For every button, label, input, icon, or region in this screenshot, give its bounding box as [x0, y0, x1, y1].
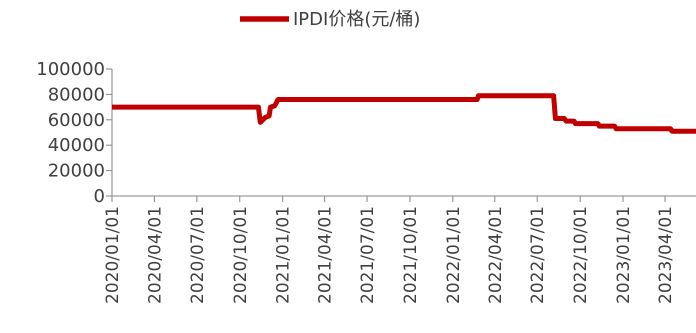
x-tick-label: 2020/10/01 — [231, 206, 251, 304]
x-tick-label: 2022/04/01 — [486, 206, 506, 304]
x-tick-label: 2021/10/01 — [401, 206, 421, 304]
x-tick-label: 2021/04/01 — [316, 206, 336, 304]
y-tick-label: 0 — [94, 186, 105, 207]
legend: IPDI价格(元/桶) — [240, 9, 420, 30]
series-line-ipdi-price — [112, 93, 696, 134]
x-tick-label: 2021/01/01 — [274, 206, 294, 304]
y-axis: 0 20000 40000 60000 80000 100000 — [36, 59, 113, 207]
plot-area — [112, 93, 696, 134]
y-tick-label: 40000 — [48, 135, 105, 156]
x-tick-label: 2023/04/01 — [656, 206, 676, 304]
x-tick-label: 2021/07/01 — [358, 206, 378, 304]
x-tick-label: 2022/07/01 — [528, 206, 548, 304]
legend-label: IPDI价格(元/桶) — [293, 9, 420, 30]
y-tick-label: 60000 — [48, 110, 105, 131]
x-tick-label: 2020/07/01 — [188, 206, 208, 304]
x-axis: 2020/01/01 2020/04/01 2020/07/01 2020/10/01… — [103, 195, 696, 304]
x-tick-label: 2020/04/01 — [145, 206, 165, 304]
x-tick-label: 2022/10/01 — [571, 206, 591, 304]
y-tick-label: 80000 — [48, 84, 105, 105]
x-tick-label: 2020/01/01 — [103, 206, 123, 304]
x-tick-label: 2023/01/01 — [614, 206, 634, 304]
x-tick-label: 2022/01/01 — [444, 206, 464, 304]
y-tick-label: 20000 — [48, 161, 105, 182]
y-tick-label: 100000 — [36, 59, 105, 80]
